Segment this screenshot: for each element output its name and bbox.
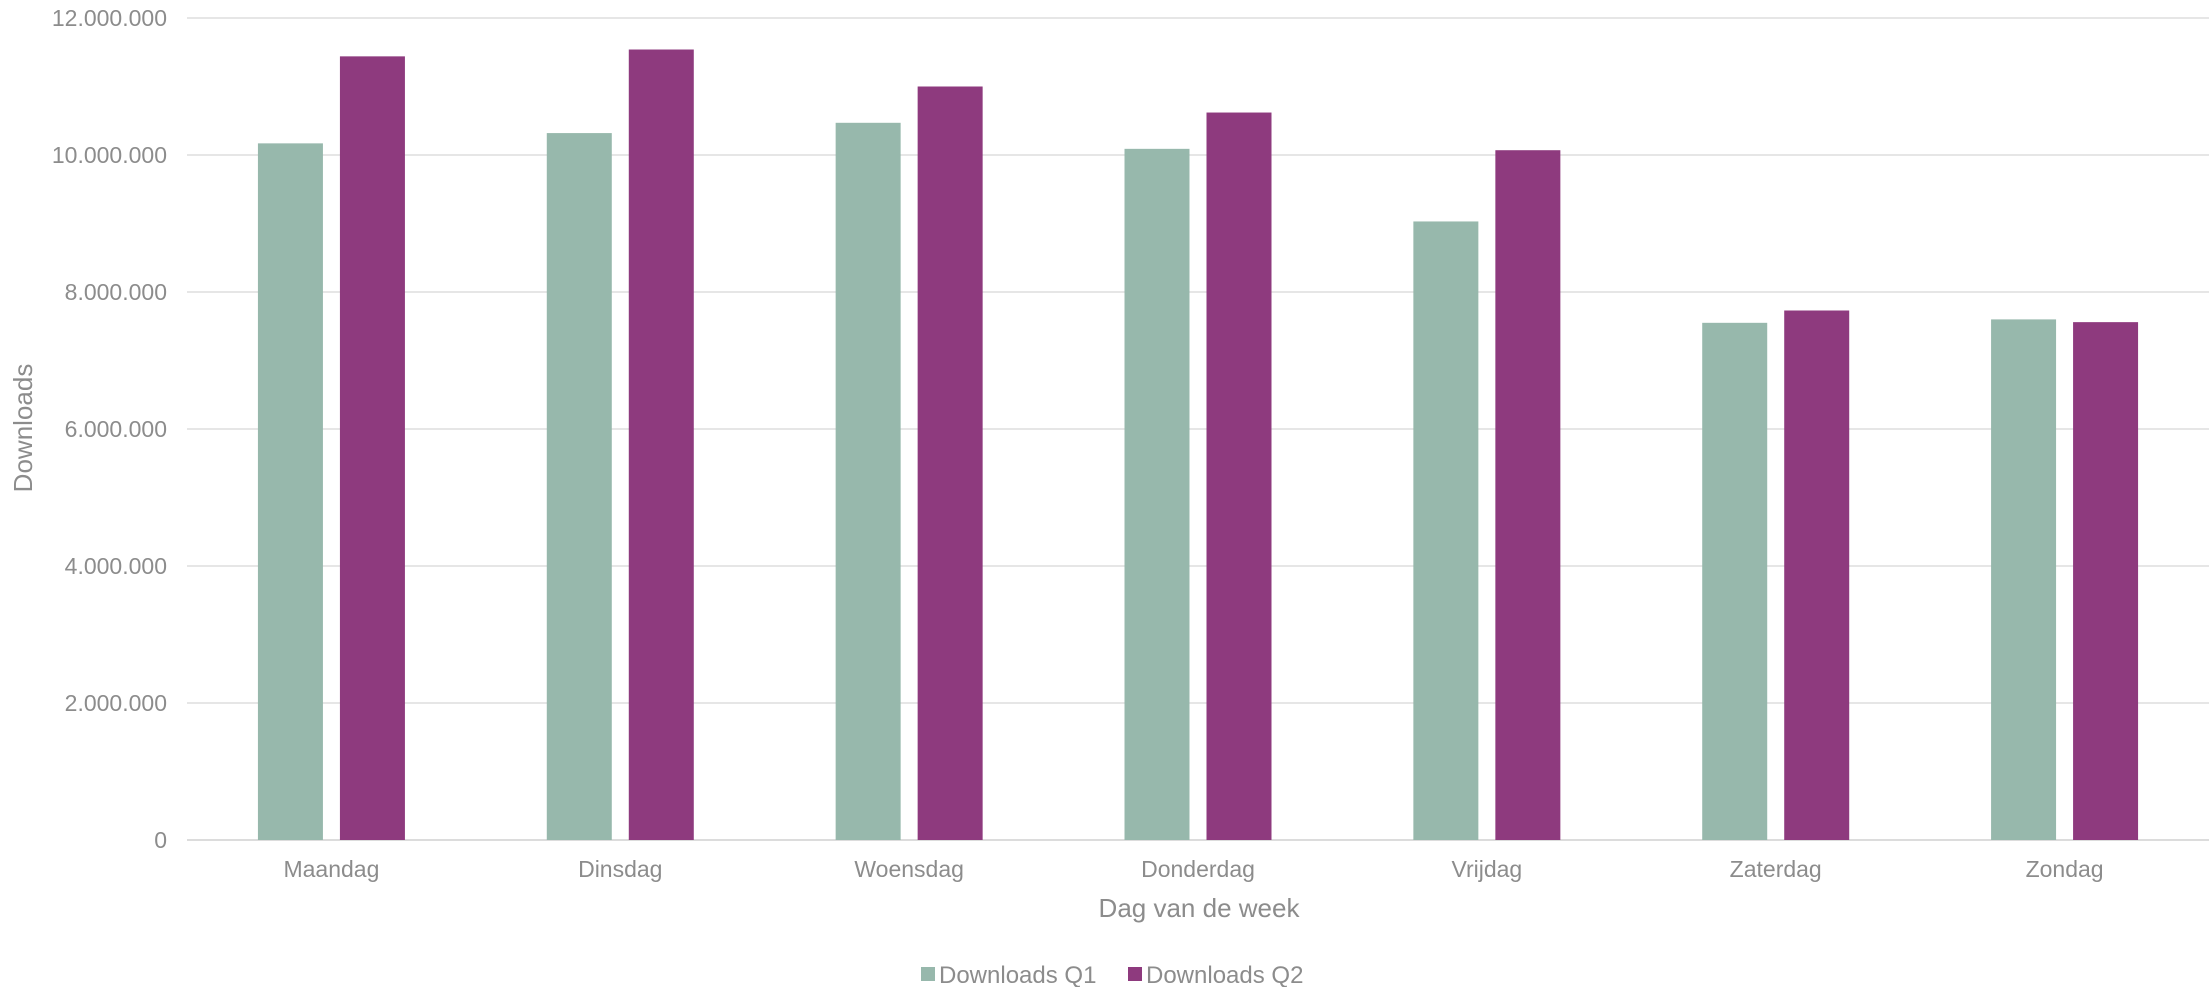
x-tick-label: Dinsdag — [578, 856, 662, 882]
y-tick-label: 8.000.000 — [65, 279, 167, 305]
legend-label-q1: Downloads Q1 — [939, 962, 1096, 987]
bar-maandag-q1 — [257, 143, 323, 841]
y-axis-ticks: 0 2.000.000 4.000.000 6.000.000 8.000.000 10.… — [52, 5, 167, 853]
x-tick-label: Zondag — [2026, 856, 2104, 882]
x-tick-label: Zaterdag — [1730, 856, 1822, 882]
legend-swatch-q1 — [921, 967, 935, 981]
x-tick-label: Vrijdag — [1451, 856, 1522, 882]
bar-zaterdag-q1 — [1702, 322, 1768, 840]
bars — [257, 49, 2139, 841]
bar-zondag-q2 — [2073, 322, 2139, 840]
y-axis-title: Downloads — [8, 364, 38, 493]
y-tick-label: 0 — [154, 827, 167, 853]
bar-donderdag-q2 — [1206, 112, 1272, 840]
bar-vrijdag-q1 — [1413, 221, 1479, 840]
bar-maandag-q2 — [339, 56, 405, 841]
gridlines — [187, 17, 2209, 841]
bar-woensdag-q2 — [917, 86, 983, 840]
bar-zondag-q1 — [1991, 319, 2057, 840]
y-tick-label: 4.000.000 — [65, 553, 167, 579]
bar-zaterdag-q2 — [1784, 310, 1850, 840]
bar-woensdag-q1 — [835, 122, 901, 841]
bar-donderdag-q1 — [1124, 148, 1190, 840]
x-axis-title: Dag van de week — [1099, 893, 1301, 923]
x-tick-label: Maandag — [283, 856, 379, 882]
y-tick-label: 2.000.000 — [65, 690, 167, 716]
x-tick-label: Woensdag — [854, 856, 964, 882]
legend-swatch-q2 — [1128, 967, 1142, 981]
y-tick-label: 6.000.000 — [65, 416, 167, 442]
bar-vrijdag-q2 — [1495, 150, 1561, 840]
y-tick-label: 12.000.000 — [52, 5, 167, 31]
legend-label-q2: Downloads Q2 — [1146, 962, 1303, 987]
y-tick-label: 10.000.000 — [52, 142, 167, 168]
bar-dinsdag-q1 — [546, 133, 612, 840]
x-axis-ticks: Maandag Dinsdag Woensdag Donderdag Vrijdag Za… — [283, 856, 2103, 882]
legend: Downloads Q1 Downloads Q2 — [921, 962, 1303, 987]
x-tick-label: Donderdag — [1141, 856, 1255, 882]
bar-dinsdag-q2 — [628, 49, 694, 840]
